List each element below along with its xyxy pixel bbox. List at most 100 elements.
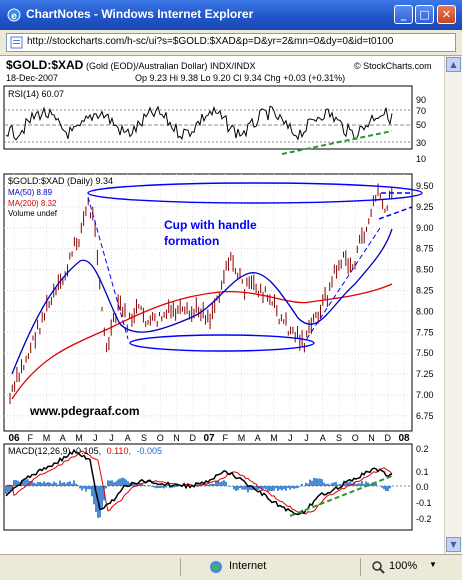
macd-histogram [5,477,393,518]
rsi-axis-90: 90 [416,95,426,105]
status-bar: Internet 100% ▼ [0,554,462,580]
cup-left-edge [87,196,129,340]
macd-label-name: MACD(12,26,9) [8,446,71,456]
zone-label: Internet [229,560,267,572]
time-axis-label: J [304,433,309,443]
price-panel: $GOLD:$XAD (Daily) 9.34 MA(50) 8.89 MA(2… [3,173,434,432]
price-axis-label: 8.00 [416,306,434,316]
zoom-level: 100% [389,560,418,572]
minimize-button[interactable]: _ [394,5,413,24]
cup-annotation-line1: Cup with handle [164,218,257,232]
time-axis-label: A [125,433,131,443]
price-axis-label: 7.25 [416,369,434,379]
time-axis-label: 06 [8,433,20,444]
svg-text:e: e [11,11,17,22]
price-axis-label: 6.75 [416,411,434,421]
ma200-line [11,283,393,400]
scroll-down-icon[interactable]: ▼ [446,537,461,552]
macd-axis-0.0: 0.0 [416,482,429,492]
time-axis-label: N [173,433,180,443]
macd-line [5,448,393,516]
macd-label-histogram: -0.005 [136,446,162,456]
maximize-button[interactable]: □ [415,5,434,24]
macd-axis-0.1: 0.1 [416,467,429,477]
cup-base-ellipse [129,334,315,352]
rsi-axis-70: 70 [416,106,426,116]
time-axis-label: D [385,433,392,443]
vertical-scrollbar[interactable]: ▲ ▼ [444,56,462,554]
legend-price: $GOLD:$XAD (Daily) 9.34 [8,176,113,186]
macd-axis-0.2: 0.2 [416,444,429,454]
chart-quote: Op 9.23 Hi 9.38 Lo 9.20 Cl 9.34 Chg +0.0… [135,73,345,83]
ma50-line [11,228,393,375]
time-axis-label: J [288,433,293,443]
stock-chart: $GOLD:$XAD (Gold (EOD)/Australian Dollar… [3,58,434,531]
url-text: http://stockcharts.com/h-sc/ui?s=$GOLD:$… [27,36,394,47]
cup-rim-ellipse [87,182,423,204]
zoom-control[interactable]: 100% ▼ [360,558,462,576]
zoom-icon [372,561,385,574]
time-axis: 06 F M A M J J A S O N D 07 F M A M J J A S O N D 08 [8,433,410,444]
time-axis-label: M [238,433,246,443]
rsi-label: RSI(14) 60.07 [8,89,64,99]
time-axis-label: A [60,433,66,443]
macd-trendline [289,475,393,517]
price-axis-label: 8.75 [416,244,434,254]
macd-axis-neg0.2: -0.2 [416,514,432,524]
time-axis-label: J [93,433,98,443]
time-axis-label: M [43,433,51,443]
chart-date: 18-Dec-2007 [6,73,58,83]
rsi-axis-30: 30 [416,138,426,148]
rsi-panel: RSI(14) 60.07 90 70 50 30 10 [3,85,426,164]
macd-label-value: 0.105, [76,446,101,456]
time-axis-label: O [157,433,164,443]
legend-ma50: MA(50) 8.89 [8,188,53,197]
price-axis-label: 7.50 [416,348,434,358]
price-axis-label: 9.50 [416,181,434,191]
page-icon [10,36,23,49]
macd-panel: MACD(12,26,9) 0.105, 0.110, -0.005 0.2 0… [3,443,432,531]
globe-icon [210,561,222,573]
time-axis-label: F [28,433,34,443]
time-axis-label: M [270,433,278,443]
price-axis-label: 7.75 [416,327,434,337]
handle-lower-line [378,206,413,220]
internet-explorer-icon: e [7,8,21,22]
time-axis-label: D [190,433,197,443]
close-button[interactable]: ✕ [437,5,456,24]
macd-label-signal: 0.110, [107,446,131,456]
time-axis-label: 08 [398,433,410,444]
time-axis-label: M [75,433,83,443]
legend-ma200: MA(200) 8.32 [8,199,57,208]
price-axis-label: 8.25 [416,286,434,296]
chevron-down-icon[interactable]: ▼ [429,560,437,569]
url-field[interactable]: http://stockcharts.com/h-sc/ui?s=$GOLD:$… [6,33,456,52]
time-axis-label: S [141,433,147,443]
time-axis-label: O [352,433,359,443]
time-axis-label: F [223,433,229,443]
price-axis-label: 9.00 [416,223,434,233]
time-axis-label: 07 [203,433,215,444]
address-bar: http://stockcharts.com/h-sc/ui?s=$GOLD:$… [0,30,462,56]
title-bar: e ChartNotes - Windows Internet Explorer… [0,0,462,30]
time-axis-label: J [109,433,114,443]
window-title: ChartNotes - Windows Internet Explorer [26,7,254,21]
time-axis-label: S [336,433,342,443]
scroll-up-icon[interactable]: ▲ [446,57,461,72]
price-axis-label: 9.25 [416,202,434,212]
macd-axis-neg0.1: -0.1 [416,498,432,508]
rsi-axis-10: 10 [416,154,426,164]
legend-volume: Volume undef [8,209,58,218]
price-bars [9,183,393,405]
rsi-line [5,105,393,141]
cup-annotation-line2: formation [164,234,219,248]
macd-label: MACD(12,26,9) 0.105, 0.110, -0.005 [8,446,162,456]
chart-symbol: $GOLD:$XAD [6,58,84,72]
page-content: $GOLD:$XAD (Gold (EOD)/Australian Dollar… [0,56,444,554]
time-axis-label: N [368,433,375,443]
price-axis-label: 8.50 [416,265,434,275]
cup-right-edge [305,227,381,341]
macd-signal-line [5,450,393,515]
price-axis-label: 7.00 [416,390,434,400]
watermark: © StockCharts.com [354,61,432,71]
